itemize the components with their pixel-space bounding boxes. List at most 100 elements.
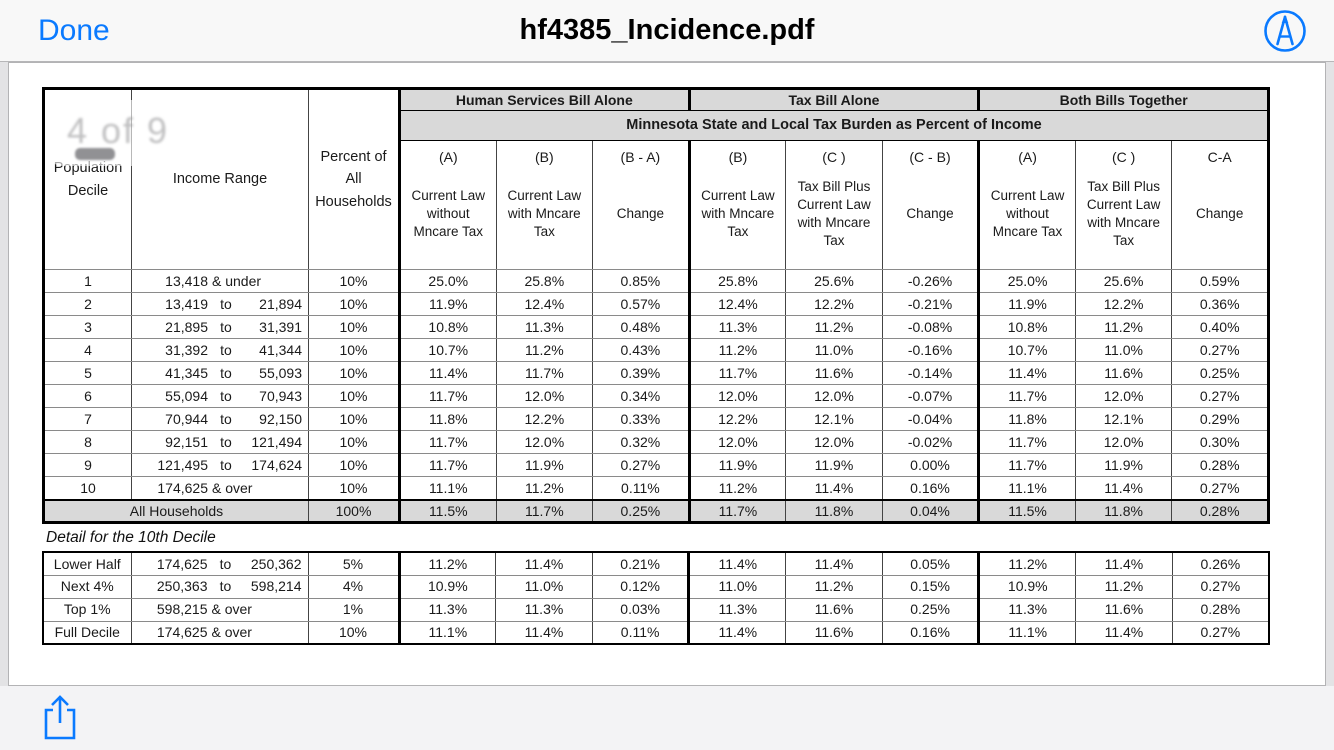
value-cell: 12.4% xyxy=(687,292,787,316)
table-row: 1 13,418 & under 10% 25.0% 25.8% 0.85% 25.8% 25.… xyxy=(43,269,1269,293)
value-cell: -0.02% xyxy=(881,430,980,454)
range-min: 174,625 xyxy=(156,624,208,641)
value-cell: 25.0% xyxy=(398,269,497,293)
range-connector: to xyxy=(220,364,232,381)
column-letter: (A) xyxy=(438,149,458,165)
column-header-row: (A) Current Law without Mncare Tax (B) Curr… xyxy=(44,140,1269,270)
percent-cell: 10% xyxy=(308,292,400,316)
value-cell: 0.25% xyxy=(1171,361,1269,385)
row-label-cell: Lower Half xyxy=(42,551,132,576)
value-cell: 11.3% xyxy=(977,597,1077,622)
done-button[interactable]: Done xyxy=(38,0,110,62)
value-cell: 11.6% xyxy=(1074,361,1173,385)
row-label-cell: Full Decile xyxy=(42,620,132,645)
value-cell: 11.7% xyxy=(687,498,787,523)
value-cell: 12.0% xyxy=(687,384,787,408)
range-connector: to xyxy=(220,433,232,450)
value-cell: 11.9% xyxy=(785,453,883,477)
income-range-cell: 174,625 & over xyxy=(130,620,309,645)
markup-button[interactable] xyxy=(1263,9,1307,53)
percent-cell: 10% xyxy=(308,476,400,500)
row-label-cell: Top 1% xyxy=(42,597,132,622)
value-cell: 12.0% xyxy=(1074,384,1173,408)
value-cell: 25.8% xyxy=(495,269,594,293)
value-cell: 11.7% xyxy=(687,361,787,385)
value-cell: 10.9% xyxy=(977,574,1077,599)
value-cell: 11.8% xyxy=(1074,498,1173,523)
value-cell: 11.4% xyxy=(495,551,593,576)
value-cell: 11.6% xyxy=(785,361,883,385)
range-max: 70,943 xyxy=(259,387,302,404)
value-cell: 11.7% xyxy=(977,384,1076,408)
value-cell: 12.1% xyxy=(1074,407,1173,431)
value-cell: 11.0% xyxy=(1074,338,1173,362)
value-cell: 11.5% xyxy=(398,498,497,523)
range-max: 174,624 xyxy=(251,456,302,473)
value-cell: 11.2% xyxy=(687,338,787,362)
decile-cell: 1 xyxy=(43,269,132,293)
income-range-cell: 174,625 & over xyxy=(131,476,309,500)
value-cell: 0.28% xyxy=(1171,498,1269,523)
decile-cell: 7 xyxy=(43,407,132,431)
value-cell: 11.7% xyxy=(398,430,497,454)
column-letter: (C ) xyxy=(822,149,846,165)
range-min: 121,495 xyxy=(157,456,208,473)
row-label-cell: Next 4% xyxy=(42,574,132,599)
table-row: 10 174,625 & over 10% 11.1% 11.2% 0.11% 11.2% 11… xyxy=(43,476,1269,500)
value-cell: 11.1% xyxy=(397,620,497,645)
income-range-cell: 31,392 to 41,344 xyxy=(131,338,309,362)
table-row: 6 55,094 to 70,943 10% 11.7% 12.0% 0.34% 12.0% 12… xyxy=(43,384,1269,408)
range-max: 250,362 xyxy=(250,555,302,572)
table-row: 4 31,392 to 41,344 10% 10.7% 11.2% 0.43% 11.2% 11… xyxy=(43,338,1269,362)
value-cell: -0.16% xyxy=(881,338,980,362)
range-connector: to xyxy=(219,555,232,572)
range-connector: to xyxy=(220,456,232,473)
range-max: 41,344 xyxy=(259,341,302,358)
value-cell: 11.6% xyxy=(785,620,883,645)
value-cell: 0.28% xyxy=(1171,597,1270,622)
column-description: Change xyxy=(616,205,665,221)
range-min: 21,895 xyxy=(165,318,208,335)
column-header-cell: (C - B) Change xyxy=(881,140,980,270)
value-cell: 11.7% xyxy=(977,430,1076,454)
share-button[interactable] xyxy=(38,694,82,742)
value-cell: 11.1% xyxy=(977,620,1077,645)
value-cell: 0.00% xyxy=(881,453,980,477)
range-connector: & over xyxy=(211,601,252,618)
range-connector: & over xyxy=(212,479,253,496)
income-range-header: Income Range xyxy=(131,88,309,270)
percent-cell: 10% xyxy=(308,384,400,408)
value-cell: 11.7% xyxy=(495,498,594,523)
value-cell: 0.39% xyxy=(592,361,690,385)
value-cell: 12.0% xyxy=(495,384,594,408)
column-description: Current Law without Mncare Tax xyxy=(411,187,486,240)
percent-cell: 10% xyxy=(308,361,400,385)
value-cell: -0.21% xyxy=(881,292,980,316)
group-header-tax-bill: Tax Bill Alone xyxy=(687,88,980,111)
pdf-page[interactable]: Population Decile Income Range Percent o… xyxy=(8,62,1326,686)
value-cell: 10.8% xyxy=(398,315,497,339)
value-cell: 12.0% xyxy=(1074,430,1173,454)
percent-cell: 10% xyxy=(308,269,400,293)
table-row: 5 41,345 to 55,093 10% 11.4% 11.7% 0.39% 11.7% 11… xyxy=(43,361,1269,385)
detail-section-title: Detail for the 10th Decile xyxy=(46,529,216,546)
range-min: 174,625 xyxy=(157,479,208,496)
column-letter: (C - B) xyxy=(909,149,951,165)
value-cell: 0.27% xyxy=(1171,338,1269,362)
page-title: hf4385_Incidence.pdf xyxy=(519,14,815,46)
column-header-cell: (C ) Tax Bill Plus Current Law with Mncar… xyxy=(785,140,883,270)
group-header-human-services: Human Services Bill Alone xyxy=(398,88,690,111)
income-range-cell: 121,495 to 174,624 xyxy=(131,453,309,477)
range-max: 92,150 xyxy=(259,410,302,427)
value-cell: 11.9% xyxy=(495,453,594,477)
percent-cell: 10% xyxy=(307,620,400,645)
value-cell: 11.8% xyxy=(398,407,497,431)
value-cell: 0.43% xyxy=(592,338,690,362)
range-connector: to xyxy=(219,578,232,595)
population-decile-header: Population Decile xyxy=(43,88,132,270)
tenth-decile-detail-table: Lower Half 174,625 to 250,362 5% 11.2% 11.4% 0.… xyxy=(42,551,1270,645)
range-max: 21,894 xyxy=(259,295,302,312)
column-header-cell: (B) Current Law with Mncare Tax xyxy=(687,140,787,270)
value-cell: 0.11% xyxy=(591,620,690,645)
value-cell: 0.11% xyxy=(592,476,690,500)
